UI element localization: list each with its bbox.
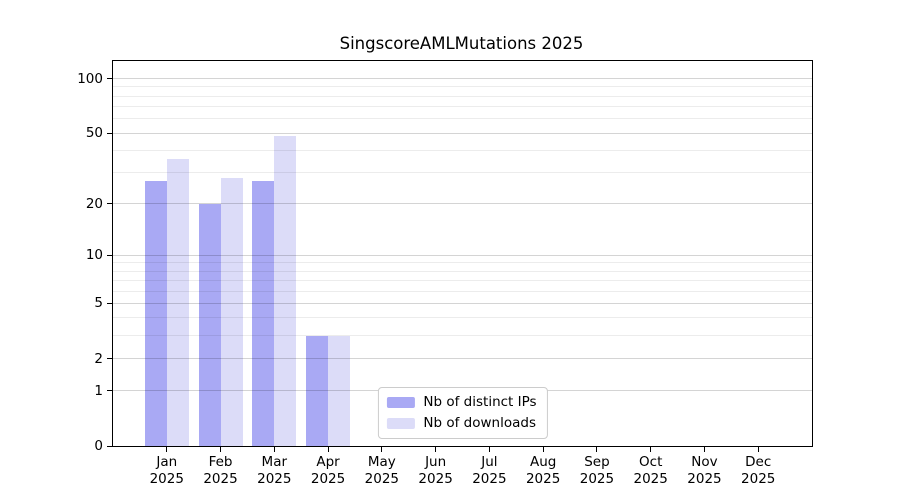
legend-label: Nb of distinct IPs [423,394,537,410]
y-tick-label-20: 20 [85,195,103,212]
y-tick-label-1: 1 [94,382,103,399]
x-tick-label-may-2025: May 2025 [346,454,418,487]
x-tick-label-line: 2025 [203,470,238,487]
y-tick-label-10: 10 [85,247,103,264]
x-tick-mar-2025 [273,447,275,452]
x-tick-label-line: Jun [425,454,447,470]
plot-area: 0 1 2 5 10 20 50 100 Jan 2025 Feb 2025 Mar 2025 Apr 20… [77,60,813,487]
x-tick-label-line: Aug [529,454,557,470]
x-tick-label-line: May [367,454,396,470]
y-tick-label-2: 2 [94,350,103,367]
y-tick-20 [107,203,112,205]
x-tick-label-line: 2025 [741,470,776,487]
bar-nb-of-distinct-ips-jan-2025 [144,180,167,446]
y-tick-10 [107,254,112,256]
y-tick-100 [107,78,112,80]
bar-nb-of-downloads-jan-2025 [166,158,189,446]
x-tick-label-line: 2025 [525,470,561,487]
bars-layer [113,61,812,446]
x-tick-label-aug-2025: Aug 2025 [507,454,579,487]
x-tick-label-line: Sep [584,454,610,470]
x-tick-label-line: Mar [261,454,288,470]
y-tick-1 [107,390,112,392]
x-tick-label-line: 2025 [579,470,615,487]
y-tick-label-5: 5 [94,295,103,312]
bar-nb-of-distinct-ips-apr-2025 [306,335,329,446]
x-tick-label-line: Jan [156,454,178,470]
x-tick-label-line: Nov [691,454,718,470]
y-tick-2 [107,358,112,360]
chart-title: SingscoreAMLMutations 2025 [339,34,584,53]
x-tick-sep-2025 [596,447,598,452]
x-tick-label-line: Oct [639,454,663,470]
x-tick-label-line: Feb [208,454,233,470]
bar-nb-of-distinct-ips-feb-2025 [198,203,221,446]
x-tick-label-nov-2025: Nov 2025 [668,454,740,487]
x-tick-nov-2025 [703,447,705,452]
x-tick-label-feb-2025: Feb 2025 [185,454,257,487]
x-tick-apr-2025 [327,447,329,452]
x-tick-label-apr-2025: Apr 2025 [292,454,364,487]
y-tick-0 [107,445,112,447]
x-tick-label-dec-2025: Dec 2025 [722,454,794,487]
x-tick-aug-2025 [542,447,544,452]
x-tick-label-line: 2025 [257,470,292,487]
x-tick-label-line: 2025 [472,470,507,487]
bar-nb-of-downloads-feb-2025 [220,177,243,446]
x-tick-label-line: 2025 [149,470,184,487]
x-tick-label-oct-2025: Oct 2025 [615,454,687,487]
bar-nb-of-downloads-mar-2025 [274,136,297,446]
legend-swatch-nb-of-downloads [386,418,415,429]
bar-nb-of-downloads-apr-2025 [328,335,351,446]
x-tick-label-line: 2025 [418,470,453,487]
bar-nb-of-distinct-ips-mar-2025 [252,180,275,446]
legend-label: Nb of downloads [423,415,536,431]
x-tick-oct-2025 [650,447,652,452]
x-tick-label-jul-2025: Jul 2025 [453,454,525,487]
x-tick-label-line: Apr [316,454,340,470]
x-axis: Jan 2025 Feb 2025 Mar 2025 Apr 2025 May 2025 Jun 20… [113,61,812,487]
x-tick-label-mar-2025: Mar 2025 [238,454,310,487]
legend-item-nb-of-downloads: Nb of downloads [386,415,536,432]
x-tick-label-jan-2025: Jan 2025 [131,454,203,487]
x-tick-jul-2025 [488,447,490,452]
x-tick-dec-2025 [757,447,759,452]
y-tick-5 [107,302,112,304]
y-tick-label-0: 0 [94,438,103,454]
x-tick-jun-2025 [435,447,437,452]
legend: Nb of distinct IPs Nb of downloads [377,387,548,439]
y-tick-50 [107,132,112,134]
legend-swatch-nb-of-distinct-ips [386,397,415,408]
legend-item-nb-of-distinct-ips: Nb of distinct IPs [386,394,537,411]
x-tick-label-line: 2025 [633,470,668,487]
x-tick-feb-2025 [220,447,222,452]
x-tick-label-line: 2025 [310,470,346,487]
x-tick-label-jun-2025: Jun 2025 [400,454,472,487]
x-tick-may-2025 [381,447,383,452]
x-tick-jan-2025 [166,447,168,452]
y-tick-label-50: 50 [85,125,103,141]
x-tick-label-line: Dec [745,454,772,470]
y-tick-label-100: 100 [77,70,103,87]
y-axis: 0 1 2 5 10 20 50 100 [77,61,812,454]
x-tick-label-line: 2025 [687,470,722,487]
x-tick-label-line: 2025 [364,470,400,487]
x-tick-label-sep-2025: Sep 2025 [561,454,633,487]
x-tick-label-line: Jul [481,454,498,470]
